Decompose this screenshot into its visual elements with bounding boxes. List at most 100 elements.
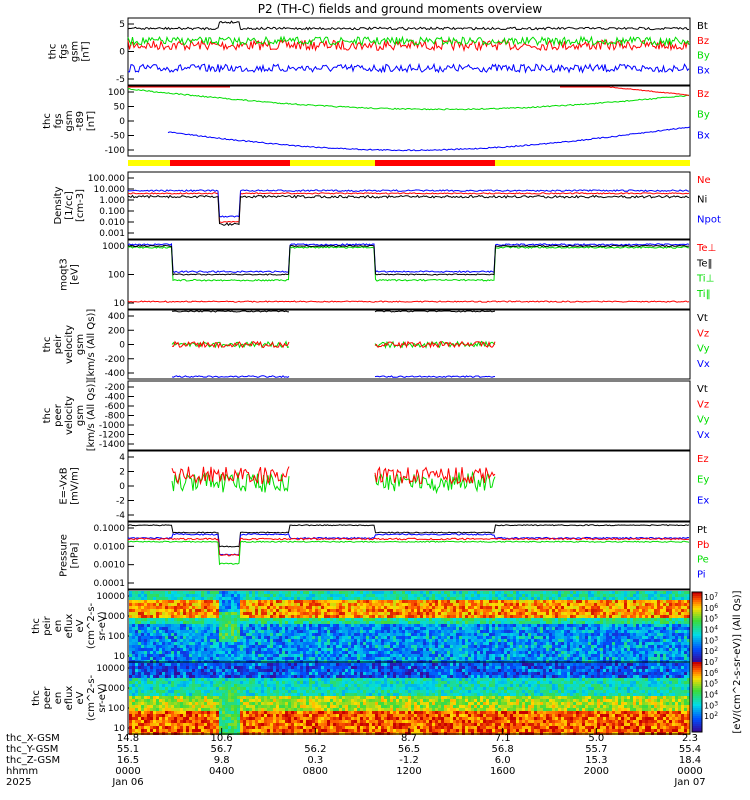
spectro-cell	[396, 621, 399, 624]
spectro-cell	[405, 594, 408, 597]
spectro-cell	[282, 651, 285, 654]
spectro-cell	[225, 639, 228, 642]
spectro-cell	[228, 630, 231, 633]
spectro-cell	[546, 594, 549, 597]
ytick-label: 10.000	[94, 185, 126, 195]
spectro-cell	[153, 648, 156, 651]
spectro-cell	[294, 663, 297, 666]
spectro-cell	[243, 630, 246, 633]
series-Vt	[172, 310, 290, 313]
spectro-cell	[606, 594, 609, 597]
spectro-cell	[432, 657, 435, 660]
spectro-cell	[549, 654, 552, 657]
spectro-cell	[510, 600, 513, 603]
spectro-cell	[684, 651, 687, 654]
spectro-cell	[144, 606, 147, 609]
spectro-cell	[489, 618, 492, 621]
spectro-cell	[219, 630, 222, 633]
spectro-cell	[216, 609, 219, 612]
spectro-cell	[549, 648, 552, 651]
spectro-cell	[192, 645, 195, 648]
spectro-cell	[651, 594, 654, 597]
spectro-cell	[480, 618, 483, 621]
spectro-cell	[489, 594, 492, 597]
spectro-cell	[243, 648, 246, 651]
spectro-cell	[291, 633, 294, 636]
spectro-cell	[135, 645, 138, 648]
spectro-cell	[663, 597, 666, 600]
spectro-cell	[495, 603, 498, 606]
ylabel-line: thc	[42, 113, 53, 129]
spectro-cell	[390, 648, 393, 651]
spectro-cell	[534, 600, 537, 603]
spectro-cell	[282, 663, 285, 666]
spectro-cell	[240, 642, 243, 645]
ylabel-line: [km/s (All Qs)]	[86, 309, 97, 381]
spectro-cell	[501, 621, 504, 624]
spectro-cell	[561, 612, 564, 615]
spectro-cell	[360, 639, 363, 642]
spectro-cell	[213, 636, 216, 639]
spectro-cell	[249, 612, 252, 615]
spectro-cell	[168, 654, 171, 657]
spectro-cell	[537, 609, 540, 612]
spectro-cell	[459, 597, 462, 600]
spectro-cell	[675, 633, 678, 636]
spectro-cell	[420, 618, 423, 621]
spectro-cell	[591, 591, 594, 594]
spectro-cell	[468, 627, 471, 630]
spectro-cell	[153, 663, 156, 666]
spectro-cell	[408, 630, 411, 633]
spectro-cell	[558, 603, 561, 606]
spectro-cell	[537, 651, 540, 654]
series-Ti⊥	[127, 244, 690, 276]
spectro-cell	[564, 639, 567, 642]
spectro-cell	[243, 606, 246, 609]
spectro-cell	[198, 657, 201, 660]
spectro-cell	[177, 612, 180, 615]
spectro-cell	[426, 636, 429, 639]
ytick-label: 0.100	[99, 207, 125, 217]
spectro-cell	[456, 612, 459, 615]
spectro-cell	[135, 594, 138, 597]
spectro-cell	[534, 633, 537, 636]
spectro-cell	[156, 606, 159, 609]
spectro-cell	[348, 642, 351, 645]
spectro-cell	[444, 612, 447, 615]
spectro-cell	[363, 618, 366, 621]
spectro-cell	[174, 612, 177, 615]
spectro-cell	[150, 591, 153, 594]
spectro-cell	[543, 612, 546, 615]
spectro-cell	[159, 651, 162, 654]
spectro-cell	[150, 606, 153, 609]
spectro-cell	[354, 648, 357, 651]
spectro-cell	[243, 597, 246, 600]
spectro-cell	[417, 615, 420, 618]
spectro-cell	[408, 597, 411, 600]
spectro-cell	[375, 603, 378, 606]
spectro-cell	[534, 630, 537, 633]
spectro-cell	[297, 591, 300, 594]
spectro-cell	[333, 666, 336, 669]
spectro-cell	[570, 657, 573, 660]
spectro-cell	[258, 612, 261, 615]
spectro-cell	[363, 603, 366, 606]
spectro-cell	[486, 657, 489, 660]
spectro-cell	[210, 600, 213, 603]
spectro-cell	[195, 597, 198, 600]
spectro-cell	[453, 663, 456, 666]
spectro-cell	[393, 636, 396, 639]
spectro-cell	[525, 648, 528, 651]
spectro-cell	[432, 609, 435, 612]
spectro-cell	[378, 627, 381, 630]
spectro-cell	[555, 621, 558, 624]
spectro-cell	[408, 645, 411, 648]
spectro-cell	[681, 597, 684, 600]
spectro-cell	[279, 600, 282, 603]
spectro-cell	[384, 615, 387, 618]
spectro-cell	[423, 591, 426, 594]
spectro-cell	[423, 600, 426, 603]
spectro-cell	[459, 621, 462, 624]
ylabel-line: Pressure	[59, 534, 70, 577]
spectro-cell	[666, 645, 669, 648]
